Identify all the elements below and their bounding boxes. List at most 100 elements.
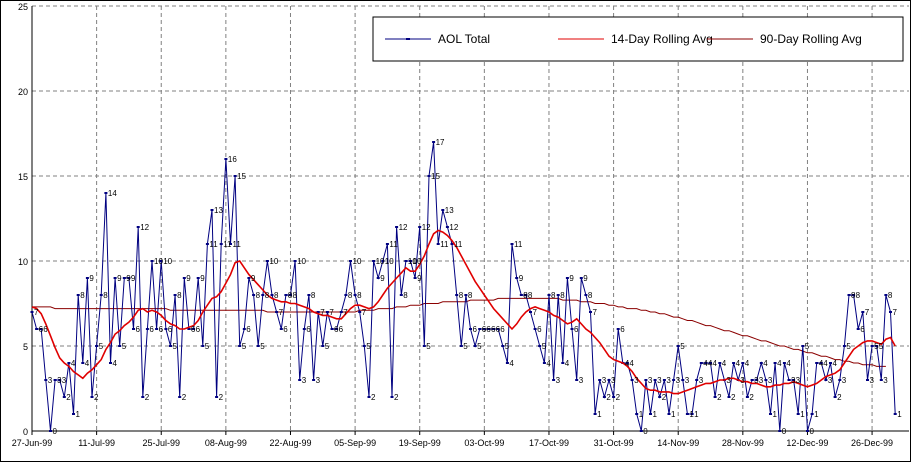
data-label: 3	[62, 376, 67, 385]
data-label: 4	[777, 359, 782, 368]
data-label: 3	[556, 376, 561, 385]
data-point	[732, 362, 736, 364]
data-point	[182, 277, 186, 279]
data-point	[132, 328, 135, 330]
data-point	[649, 413, 652, 415]
data-point	[542, 362, 546, 364]
data-point	[335, 328, 339, 330]
x-tick-label: 25-Jul-99	[142, 438, 180, 448]
data-label: 2	[749, 393, 754, 402]
data-point	[85, 277, 89, 279]
data-point	[445, 226, 449, 228]
data-point	[205, 243, 209, 245]
data-label: 5	[426, 342, 431, 351]
x-tick-label: 28-Nov-99	[722, 438, 764, 448]
data-point	[173, 294, 177, 296]
data-point	[436, 243, 440, 245]
data-label: 0	[782, 427, 787, 436]
data-point	[810, 413, 814, 415]
data-label: 4	[823, 359, 828, 368]
data-point	[298, 379, 302, 381]
data-label: 8	[288, 291, 293, 300]
data-point	[459, 345, 463, 347]
data-label: 4	[763, 359, 768, 368]
data-label: 1	[653, 410, 658, 419]
data-point	[367, 396, 371, 398]
data-label: 6	[306, 325, 311, 334]
data-point	[658, 396, 662, 398]
x-tick-label: 03-Oct-99	[464, 438, 504, 448]
data-label: 3	[611, 376, 616, 385]
data-label: 4	[786, 359, 791, 368]
data-label: 16	[228, 155, 237, 164]
data-label: 5	[242, 342, 247, 351]
data-point	[690, 413, 694, 415]
data-label: 4	[703, 359, 708, 368]
data-point	[58, 379, 62, 381]
data-point	[252, 294, 256, 296]
data-point	[699, 362, 703, 364]
data-point	[81, 362, 85, 364]
data-label: 8	[588, 291, 593, 300]
data-label: 9	[251, 274, 256, 283]
data-point	[210, 209, 214, 211]
data-point	[215, 396, 219, 398]
series-line-90-day-rolling-avg	[32, 297, 886, 367]
data-point	[792, 379, 796, 381]
data-label: 2	[145, 393, 150, 402]
data-point	[709, 362, 712, 364]
data-point	[325, 311, 329, 313]
data-label: 2	[219, 393, 224, 402]
data-point	[782, 362, 786, 364]
data-point	[159, 260, 163, 262]
data-label: 4	[708, 359, 713, 368]
data-point	[884, 294, 888, 296]
data-point	[575, 379, 579, 381]
data-point	[653, 379, 657, 381]
x-tick-label: 12-Dec-99	[786, 438, 828, 448]
data-point	[233, 175, 237, 177]
data-point	[875, 345, 879, 347]
data-point	[399, 294, 403, 296]
data-label: 3	[666, 376, 671, 385]
data-label: 14	[108, 189, 117, 198]
data-label: 7	[343, 308, 348, 317]
data-label: 10	[385, 257, 394, 266]
data-label: 1	[671, 410, 676, 419]
data-label: 5	[325, 342, 330, 351]
x-tick-label: 08-Aug-99	[205, 438, 247, 448]
data-label: 12	[449, 223, 458, 232]
data-label: 3	[657, 376, 662, 385]
data-point	[422, 345, 426, 347]
data-point	[418, 226, 422, 228]
data-label: 8	[265, 291, 270, 300]
data-point	[427, 175, 431, 177]
data-label: 9	[519, 274, 524, 283]
data-point	[242, 328, 246, 330]
data-point	[362, 345, 366, 347]
data-point	[201, 345, 205, 347]
data-point	[879, 379, 883, 381]
data-label: 7	[593, 308, 598, 317]
series-layer	[30, 141, 897, 432]
data-label: 13	[214, 206, 223, 215]
data-label: 7	[533, 308, 538, 317]
data-point	[838, 379, 842, 381]
data-label: 5	[463, 342, 468, 351]
data-point	[672, 379, 676, 381]
data-label: 6	[191, 325, 196, 334]
data-point	[533, 328, 537, 330]
data-label: 5	[366, 342, 371, 351]
data-label: 8	[528, 291, 533, 300]
data-point	[505, 362, 509, 364]
data-point	[478, 328, 482, 330]
data-point	[187, 328, 191, 330]
data-label: 11	[514, 240, 523, 249]
data-label: 9	[117, 274, 122, 283]
data-point	[565, 277, 569, 279]
data-label: 3	[676, 376, 681, 385]
data-label: 4	[546, 359, 551, 368]
data-point	[482, 328, 486, 330]
data-label: 4	[819, 359, 824, 368]
